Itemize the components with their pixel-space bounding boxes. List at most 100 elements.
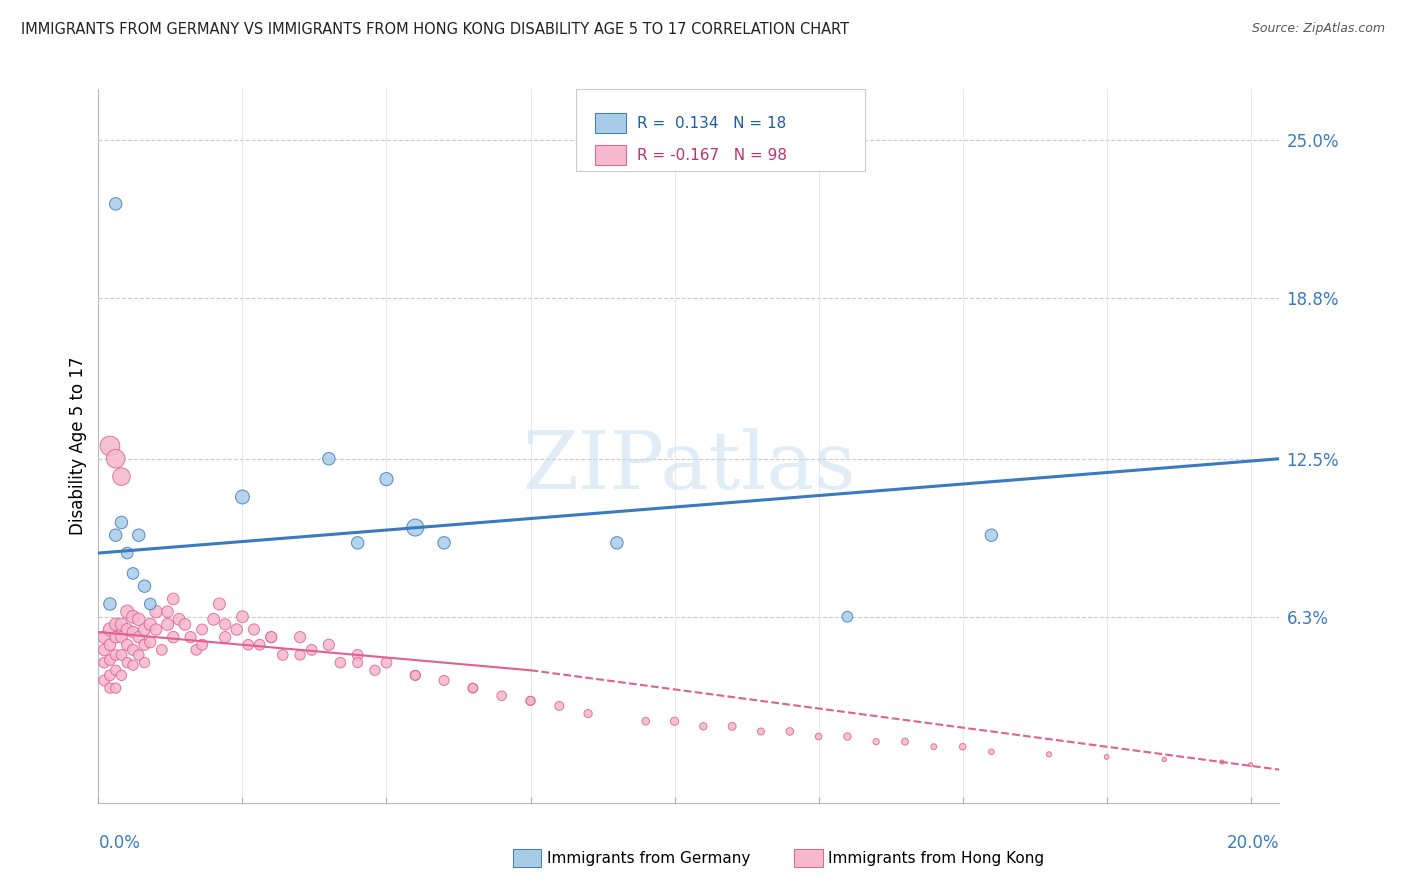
Point bbox=[104, 197, 127, 211]
Point bbox=[173, 617, 195, 632]
Point bbox=[952, 739, 974, 754]
Point bbox=[134, 638, 156, 652]
Text: R =  0.134   N = 18: R = 0.134 N = 18 bbox=[637, 116, 786, 130]
Point bbox=[404, 520, 426, 534]
Point bbox=[162, 630, 184, 644]
Point bbox=[491, 689, 513, 703]
Point bbox=[128, 612, 150, 626]
Point bbox=[104, 528, 127, 542]
Point bbox=[1038, 747, 1060, 762]
Point bbox=[145, 623, 167, 637]
Point bbox=[519, 694, 541, 708]
Point bbox=[128, 648, 150, 662]
Point bbox=[1153, 752, 1175, 766]
Point bbox=[364, 663, 387, 677]
Text: Immigrants from Hong Kong: Immigrants from Hong Kong bbox=[828, 851, 1045, 865]
Point bbox=[98, 653, 121, 667]
Point bbox=[98, 439, 121, 453]
Point bbox=[329, 656, 352, 670]
Point bbox=[980, 745, 1002, 759]
Point bbox=[433, 673, 456, 688]
Point bbox=[110, 648, 132, 662]
Point bbox=[225, 623, 247, 637]
Point bbox=[249, 638, 271, 652]
Point bbox=[104, 648, 127, 662]
Point bbox=[837, 730, 859, 744]
Point bbox=[461, 681, 484, 695]
Point bbox=[214, 630, 236, 644]
Point bbox=[115, 623, 138, 637]
Text: Immigrants from Germany: Immigrants from Germany bbox=[547, 851, 751, 865]
Point bbox=[186, 643, 208, 657]
Point bbox=[98, 623, 121, 637]
Point bbox=[664, 714, 686, 729]
Point bbox=[318, 451, 340, 466]
Point bbox=[980, 528, 1002, 542]
Point bbox=[375, 472, 398, 486]
Point bbox=[191, 638, 214, 652]
Point bbox=[134, 623, 156, 637]
Point bbox=[922, 739, 945, 754]
Point bbox=[318, 638, 340, 652]
Point bbox=[93, 630, 115, 644]
Point bbox=[122, 643, 145, 657]
Point bbox=[150, 643, 173, 657]
Text: 20.0%: 20.0% bbox=[1227, 834, 1279, 852]
Point bbox=[634, 714, 657, 729]
Text: IMMIGRANTS FROM GERMANY VS IMMIGRANTS FROM HONG KONG DISABILITY AGE 5 TO 17 CORR: IMMIGRANTS FROM GERMANY VS IMMIGRANTS FR… bbox=[21, 22, 849, 37]
Point bbox=[894, 734, 917, 748]
Point bbox=[110, 668, 132, 682]
Point bbox=[346, 648, 368, 662]
Point bbox=[288, 630, 311, 644]
Point bbox=[346, 536, 368, 550]
Text: 0.0%: 0.0% bbox=[98, 834, 141, 852]
Point bbox=[238, 638, 260, 652]
Point bbox=[128, 630, 150, 644]
Point bbox=[375, 656, 398, 670]
Point bbox=[93, 643, 115, 657]
Text: ZIPatlas: ZIPatlas bbox=[522, 428, 856, 507]
Point bbox=[104, 630, 127, 644]
Point bbox=[122, 625, 145, 640]
Point bbox=[115, 546, 138, 560]
Point bbox=[134, 656, 156, 670]
Point bbox=[606, 536, 628, 550]
Point bbox=[104, 663, 127, 677]
Point bbox=[301, 643, 323, 657]
Point bbox=[98, 668, 121, 682]
Point bbox=[260, 630, 283, 644]
Point bbox=[104, 681, 127, 695]
Point bbox=[208, 597, 231, 611]
Point bbox=[1095, 750, 1118, 764]
Point bbox=[98, 638, 121, 652]
Point bbox=[98, 597, 121, 611]
Point bbox=[115, 656, 138, 670]
Point bbox=[180, 630, 202, 644]
Point bbox=[110, 469, 132, 483]
Text: Source: ZipAtlas.com: Source: ZipAtlas.com bbox=[1251, 22, 1385, 36]
Point bbox=[156, 617, 179, 632]
Point bbox=[1240, 757, 1263, 772]
Point bbox=[692, 719, 714, 733]
Point bbox=[167, 612, 190, 626]
Point bbox=[202, 612, 225, 626]
Point bbox=[346, 656, 368, 670]
Point bbox=[576, 706, 599, 721]
Point bbox=[865, 734, 887, 748]
Point bbox=[139, 597, 162, 611]
Point bbox=[231, 609, 253, 624]
Point bbox=[156, 605, 179, 619]
Point bbox=[288, 648, 311, 662]
Point bbox=[461, 681, 484, 695]
Point bbox=[139, 635, 162, 649]
Point bbox=[214, 617, 236, 632]
Point bbox=[122, 609, 145, 624]
Point bbox=[98, 681, 121, 695]
Point bbox=[115, 638, 138, 652]
Point bbox=[749, 724, 772, 739]
Point bbox=[115, 605, 138, 619]
Point bbox=[110, 617, 132, 632]
Point bbox=[243, 623, 266, 637]
Point bbox=[231, 490, 253, 504]
Point bbox=[122, 658, 145, 673]
